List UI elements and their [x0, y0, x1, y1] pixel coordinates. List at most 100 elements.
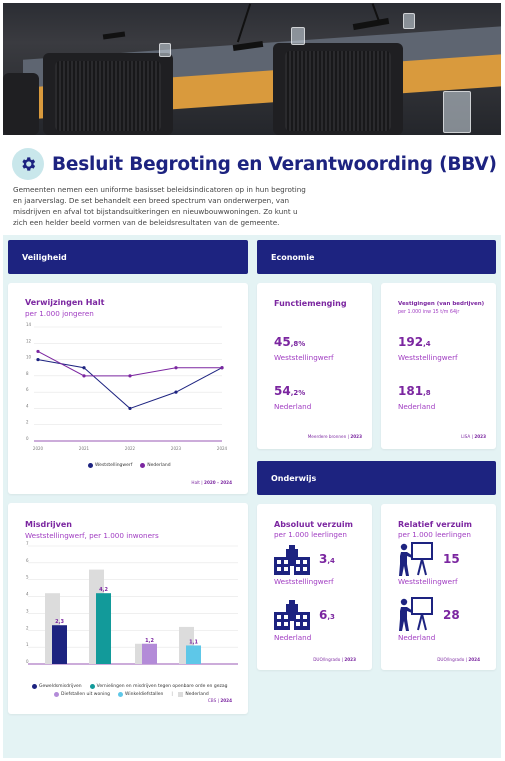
stat-value: 3,4 — [319, 552, 335, 566]
stat-value: 192,4 — [398, 335, 431, 349]
y-tick-label: 8 — [26, 371, 29, 376]
section-band-onderwijs: Onderwijs — [257, 461, 496, 495]
water-glass — [291, 27, 305, 45]
data-point — [128, 406, 132, 411]
misdrijven-bar-chart: 0 1 2 3 4 5 6 7 2,3 4,2 1,2 1,1 — [26, 541, 238, 665]
source-name: LISA — [461, 434, 471, 439]
legend-swatch — [178, 692, 184, 697]
y-tick-label: 5 — [26, 575, 29, 580]
chart-legend: Weststellingwerf Nederland — [88, 463, 171, 468]
legend-label: Nederland — [147, 463, 171, 468]
water-glass — [159, 43, 171, 57]
chair-back-shape — [55, 61, 161, 131]
school-building-icon — [274, 600, 310, 630]
card-absoluut-verzuim: Absoluut verzuim per 1.000 leerlingen 3,… — [257, 504, 372, 670]
data-point — [128, 374, 132, 378]
legend-swatch — [140, 463, 146, 468]
data-label: 4,2 — [99, 587, 108, 593]
school-building-icon — [274, 545, 310, 575]
legend-label: Diefstallen uit woning — [61, 692, 111, 697]
x-tick-label: 2020 — [33, 446, 44, 451]
legend-item: Geweldsmisdrijven — [32, 684, 82, 689]
teacher-at-board-icon — [399, 542, 433, 576]
bar-weststellingwerf — [142, 643, 157, 664]
water-glass — [443, 91, 471, 133]
source-year: 2024 — [220, 698, 232, 703]
source-year: 2020 - 2024 — [204, 480, 232, 485]
data-point — [174, 366, 178, 370]
hero-photo-council-chamber — [3, 3, 501, 135]
section-title: Economie — [271, 252, 315, 262]
chair-shape — [3, 73, 39, 135]
legend-item: Nederland — [140, 463, 171, 468]
legend-label: Nederland — [185, 692, 209, 697]
card-title: Absoluut verzuim — [274, 520, 353, 529]
stat-place: Nederland — [398, 402, 436, 411]
source-name: CBS — [207, 698, 217, 703]
data-point — [36, 357, 40, 362]
y-tick-label: 1 — [26, 642, 29, 647]
data-point — [174, 390, 178, 394]
chair-back-shape — [285, 51, 391, 131]
card-title: Verwijzingen Halt — [25, 298, 105, 307]
x-tick-label: 2022 — [125, 446, 136, 451]
stat-value: 28 — [443, 608, 460, 622]
stat-unit: ,8 — [423, 389, 431, 397]
stat-place: Weststellingwerf — [274, 577, 334, 586]
card-title: Vestigingen (van bedrijven) — [398, 301, 485, 307]
intro-text: Gemeenten nemen een uniforme basisset be… — [13, 185, 306, 227]
stat-number: 3 — [319, 552, 328, 566]
y-tick-label: 6 — [26, 387, 29, 392]
y-tick-label: 2 — [26, 420, 29, 425]
source-name: DUO/Ingrado — [313, 657, 341, 662]
y-tick-label: 7 — [26, 541, 29, 546]
source-note: DUO/Ingrado | 2024 — [437, 657, 480, 662]
stat-unit: ,2% — [290, 389, 306, 397]
stat-number: 6 — [319, 608, 328, 622]
stat-value: 54,2% — [274, 384, 305, 398]
legend-swatch — [32, 684, 37, 689]
stat-unit: ,8% — [290, 340, 306, 348]
stat-number: 15 — [443, 552, 460, 566]
data-point — [36, 349, 40, 354]
stat-place: Weststellingwerf — [398, 353, 458, 362]
data-label: 1,1 — [189, 639, 198, 645]
stat-number: 28 — [443, 608, 460, 622]
stat-value: 15 — [443, 552, 460, 566]
legend-item: Vernielingen en misdrijven tegen openbar… — [89, 684, 228, 689]
section-title: Veiligheid — [22, 252, 67, 262]
source-note: LISA | 2023 — [461, 434, 486, 439]
microphone-base — [352, 17, 390, 31]
microphone-stem — [236, 3, 252, 43]
stat-value: 181,8 — [398, 384, 431, 398]
stat-value: 6,3 — [319, 608, 335, 622]
stat-unit: ,3 — [327, 613, 335, 621]
bar-weststellingwerf — [52, 625, 67, 664]
source-year: 2023 — [474, 434, 486, 439]
microphone-base — [102, 31, 126, 40]
section-title: Onderwijs — [271, 473, 317, 483]
source-note: CBS | 2024 — [207, 698, 232, 703]
y-tick-label: 0 — [26, 436, 29, 441]
legend-item: | Nederland — [171, 692, 209, 697]
section-band-economie: Economie — [257, 240, 496, 274]
data-point — [82, 374, 86, 378]
card-functiemenging: Functiemenging 45,8% Weststellingwerf 54… — [257, 283, 372, 449]
data-point — [220, 366, 224, 370]
card-subtitle: per 1.000 leerlingen — [398, 530, 471, 539]
y-tick-label: 10 — [26, 355, 32, 360]
data-label: 1,2 — [145, 638, 154, 644]
card-subtitle: per 1.000 inw 15 t/m 64jr — [398, 310, 460, 315]
source-name: Meerdere bronnen — [307, 434, 347, 439]
stat-number: 181 — [398, 384, 424, 398]
y-tick-label: 12 — [26, 338, 32, 343]
legend-label: Vernielingen en misdrijven tegen openbar… — [96, 684, 228, 689]
card-subtitle: Weststellingwerf, per 1.000 inwoners — [25, 531, 159, 540]
gear-icon — [12, 148, 44, 180]
stat-place: Nederland — [274, 402, 312, 411]
legend-item: Diefstallen uit woning — [54, 692, 110, 697]
stat-unit: ,4 — [327, 557, 335, 565]
chart-legend: Geweldsmisdrijven Vernielingen en misdri… — [32, 684, 242, 697]
source-name: Halt — [191, 480, 200, 485]
stat-unit: ,4 — [423, 340, 431, 348]
